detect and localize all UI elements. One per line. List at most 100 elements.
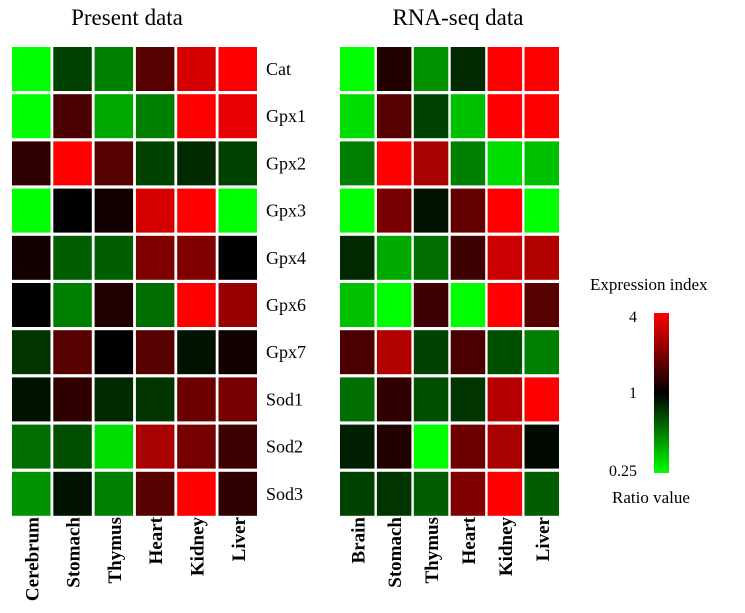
heatmap-cell	[450, 141, 486, 186]
heatmap-cell	[376, 94, 412, 139]
heatmap-cell	[94, 47, 134, 91]
heatmap-cell	[340, 47, 375, 91]
color-legend: Expression index 4 1 0.25 Ratio value	[590, 275, 708, 507]
column-label: Stomach	[64, 517, 85, 588]
heatmap-cell	[177, 471, 216, 516]
heatmap-cell	[12, 424, 51, 469]
gene-label: Cat	[266, 59, 291, 79]
heatmap-cell	[376, 377, 412, 422]
heatmap-cell	[135, 330, 175, 375]
column-label: Thymus	[422, 517, 443, 584]
heatmap-cell	[94, 424, 134, 469]
heatmap-cell	[218, 235, 257, 280]
gene-label: Gpx1	[266, 106, 306, 126]
heatmap-cell	[413, 235, 449, 280]
heatmap-cell	[135, 471, 175, 516]
gene-label: Sod3	[266, 484, 303, 504]
column-label: Liver	[533, 516, 554, 561]
heatmap-cell	[177, 377, 216, 422]
heatmap-cell	[524, 235, 559, 280]
heatmap-cell	[177, 141, 216, 186]
heatmap-cell	[218, 188, 257, 233]
heatmap-cell	[524, 424, 559, 469]
heatmap-cell	[340, 188, 375, 233]
heatmap-cell	[53, 424, 92, 469]
heatmap-cell	[135, 283, 175, 327]
heatmap-cell	[12, 377, 51, 422]
heatmap-cell	[376, 471, 412, 516]
heatmap-cell	[450, 283, 486, 327]
heatmap-cell	[12, 330, 51, 375]
heatmap-cell	[94, 377, 134, 422]
heatmap-cell	[376, 47, 412, 91]
gene-label: Gpx7	[266, 342, 306, 362]
heatmap-cell	[177, 424, 216, 469]
heatmap-cell	[340, 141, 375, 186]
gene-label: Gpx2	[266, 153, 306, 173]
gene-label: Sod1	[266, 389, 303, 409]
heatmap-cell	[177, 283, 216, 327]
heatmap-cell	[12, 94, 51, 139]
legend-color-bar	[654, 313, 669, 473]
heatmap-cell	[450, 188, 486, 233]
heatmap-cell	[218, 424, 257, 469]
heatmap-cell	[135, 141, 175, 186]
heatmap-cell	[413, 188, 449, 233]
heatmap-cell	[450, 377, 486, 422]
heatmap-cell	[487, 330, 523, 375]
heatmap-cell	[450, 235, 486, 280]
heatmap-cell	[340, 377, 375, 422]
heatmap-cell	[524, 330, 559, 375]
heatmap-cell	[340, 94, 375, 139]
heatmap-cell	[487, 283, 523, 327]
heatmap-cell	[487, 47, 523, 91]
heatmap-cell	[524, 188, 559, 233]
heatmap-cell	[524, 377, 559, 422]
heatmap-cell	[135, 377, 175, 422]
left-heatmap-title: Present data	[71, 5, 183, 30]
heatmap-cell	[12, 47, 51, 91]
heatmap-cell	[53, 141, 92, 186]
heatmap-cell	[218, 471, 257, 516]
heatmap-cell	[376, 283, 412, 327]
heatmap-cell	[524, 47, 559, 91]
heatmap-cell	[450, 471, 486, 516]
right-heatmap-title: RNA-seq data	[393, 5, 524, 30]
heatmap-cell	[487, 424, 523, 469]
heatmap-cell	[94, 330, 134, 375]
heatmap-cell	[413, 283, 449, 327]
heatmap-cell	[12, 471, 51, 516]
column-label: Kidney	[496, 517, 517, 577]
heatmap-cell	[218, 330, 257, 375]
heatmap-cell	[94, 471, 134, 516]
heatmap-cell	[487, 471, 523, 516]
heatmap-cell	[135, 47, 175, 91]
legend-tick-low: 0.25	[609, 463, 637, 480]
heatmap-cell	[524, 283, 559, 327]
heatmap-cell	[177, 94, 216, 139]
heatmap-cell	[218, 283, 257, 327]
column-label: Cerebrum	[22, 517, 43, 601]
heatmap-cell	[413, 330, 449, 375]
heatmap-cell	[376, 424, 412, 469]
heatmap-cell	[413, 141, 449, 186]
heatmap-cell	[12, 283, 51, 327]
left-column-labels: Cerebrum Stomach Thymus Heart Kidney Liver	[22, 516, 250, 601]
column-label: Liver	[229, 516, 250, 561]
heatmap-cell	[53, 235, 92, 280]
gene-label: Gpx4	[266, 248, 306, 268]
heatmap-cell	[94, 188, 134, 233]
heatmap-cell	[376, 141, 412, 186]
heatmap-cell	[487, 235, 523, 280]
heatmap-cell	[413, 471, 449, 516]
heatmap-cell	[135, 188, 175, 233]
heatmap-cell	[135, 94, 175, 139]
heatmap-cell	[450, 330, 486, 375]
heatmap-cell	[135, 424, 175, 469]
column-label: Kidney	[187, 517, 208, 577]
heatmap-cell	[376, 330, 412, 375]
gene-label: Gpx3	[266, 201, 306, 221]
heatmap-cell	[524, 471, 559, 516]
heatmap-cell	[340, 424, 375, 469]
